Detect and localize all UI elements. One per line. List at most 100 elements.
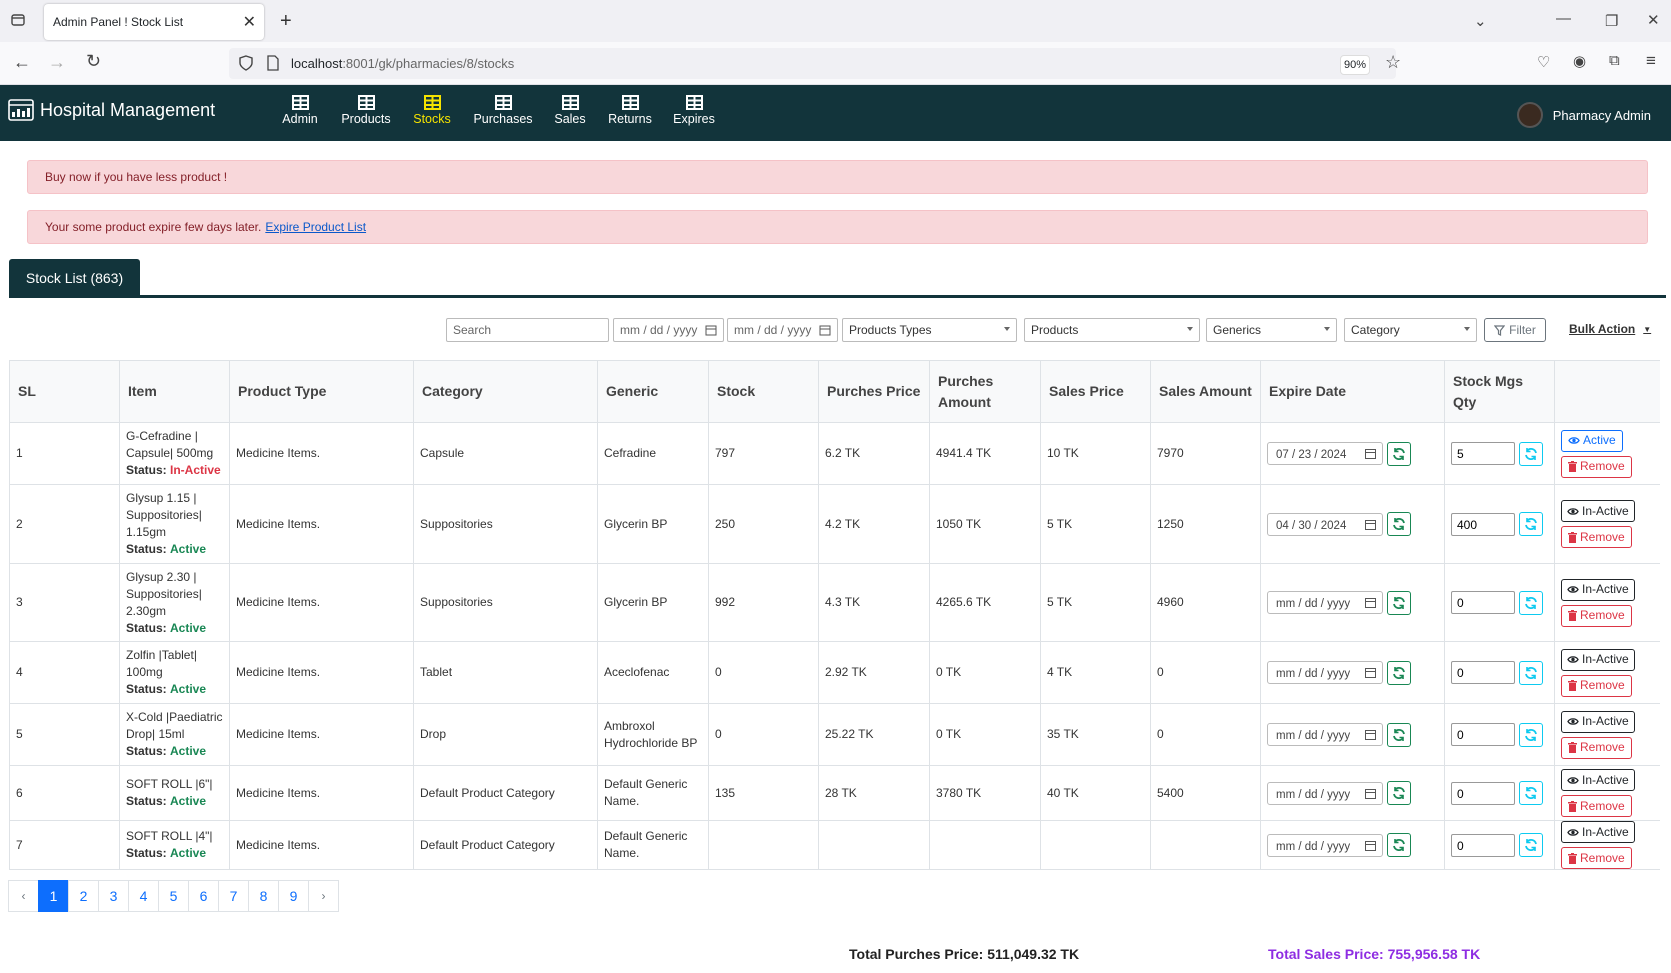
page-1-button[interactable]: 1 xyxy=(38,880,69,912)
expire-date-input[interactable]: mm / dd / yyyy xyxy=(1267,661,1383,684)
back-icon[interactable]: ← xyxy=(13,52,31,72)
close-window-icon[interactable]: ✕ xyxy=(1647,12,1660,29)
nav-item-admin[interactable]: Admin xyxy=(270,95,330,126)
search-input[interactable]: Search xyxy=(446,318,609,342)
nav-item-stocks[interactable]: Stocks xyxy=(402,95,462,126)
products-select[interactable]: Products xyxy=(1024,318,1200,342)
stock-qty-input[interactable]: 0 xyxy=(1451,661,1515,684)
update-expire-button[interactable] xyxy=(1387,590,1411,615)
minimize-icon[interactable]: — xyxy=(1556,10,1571,27)
nav-item-products[interactable]: Products xyxy=(336,95,396,126)
update-qty-button[interactable] xyxy=(1519,833,1543,857)
update-expire-button[interactable] xyxy=(1387,722,1411,747)
remove-button[interactable]: Remove xyxy=(1561,526,1632,548)
status-toggle-button[interactable]: In-Active xyxy=(1561,648,1635,671)
remove-button[interactable]: Remove xyxy=(1561,604,1632,627)
nav-item-purchases[interactable]: Purchases xyxy=(473,95,533,126)
tab-overflow-icon[interactable]: ⌄ xyxy=(1474,13,1487,30)
stock-qty-input[interactable]: 400 xyxy=(1451,512,1515,536)
nav-item-returns[interactable]: Returns xyxy=(600,95,660,126)
tab-list-icon[interactable] xyxy=(10,12,26,28)
expire-date-input[interactable]: mm / dd / yyyy xyxy=(1267,591,1383,614)
restore-icon[interactable]: ❐ xyxy=(1605,13,1619,30)
expire-date-input[interactable]: 07 / 23 / 2024 xyxy=(1267,442,1383,465)
remove-button[interactable]: Remove xyxy=(1561,847,1632,869)
update-qty-button[interactable] xyxy=(1519,781,1543,805)
calendar-icon[interactable] xyxy=(819,324,831,336)
nav-item-sales[interactable]: Sales xyxy=(540,95,600,126)
expire-date-input[interactable]: mm / dd / yyyy xyxy=(1267,723,1383,746)
bookmark-star-icon[interactable]: ☆ xyxy=(1385,52,1402,72)
expire-date-input[interactable]: 04 / 30 / 2024 xyxy=(1267,512,1383,536)
update-expire-button[interactable] xyxy=(1387,660,1411,685)
status-toggle-button[interactable]: In-Active xyxy=(1561,500,1635,522)
status-toggle-button[interactable]: In-Active xyxy=(1561,769,1635,791)
update-qty-button[interactable] xyxy=(1519,512,1543,536)
stock-qty-input[interactable]: 0 xyxy=(1451,723,1515,746)
remove-button[interactable]: Remove xyxy=(1561,455,1632,478)
extensions-icon[interactable]: ⧉ xyxy=(1609,52,1620,69)
update-expire-button[interactable] xyxy=(1387,441,1411,466)
update-qty-button[interactable] xyxy=(1519,722,1543,747)
page-7-button[interactable]: 7 xyxy=(218,880,249,912)
stock-list-tab[interactable]: Stock List (863) xyxy=(9,259,140,297)
stock-qty-input[interactable]: 0 xyxy=(1451,781,1515,805)
update-qty-button[interactable] xyxy=(1519,660,1543,685)
page-8-button[interactable]: 8 xyxy=(248,880,279,912)
status-toggle-button[interactable]: In-Active xyxy=(1561,710,1635,733)
calendar-icon[interactable] xyxy=(1365,597,1376,608)
close-tab-icon[interactable]: ✕ xyxy=(242,14,256,31)
remove-button[interactable]: Remove xyxy=(1561,674,1632,697)
status-toggle-button[interactable]: In-Active xyxy=(1561,821,1635,843)
date-to-input[interactable]: mm / dd / yyyy xyxy=(727,318,838,342)
page-2-button[interactable]: 2 xyxy=(68,880,99,912)
calendar-icon[interactable] xyxy=(1365,840,1376,851)
zoom-level[interactable]: 90% xyxy=(1340,55,1370,75)
update-expire-button[interactable] xyxy=(1387,833,1411,857)
stock-qty-input[interactable]: 0 xyxy=(1451,833,1515,857)
url-bar[interactable]: localhost:8001/gk/pharmacies/8/stocks xyxy=(229,48,1396,79)
stock-qty-input[interactable]: 0 xyxy=(1451,591,1515,614)
new-tab-icon[interactable]: + xyxy=(280,10,292,32)
calendar-icon[interactable] xyxy=(1365,729,1376,740)
expire-product-list-link[interactable]: Expire Product List xyxy=(265,220,367,234)
update-expire-button[interactable] xyxy=(1387,781,1411,805)
user-menu[interactable]: Pharmacy Admin xyxy=(1516,102,1651,128)
update-qty-button[interactable] xyxy=(1519,590,1543,615)
account-icon[interactable]: ◉ xyxy=(1573,53,1587,70)
remove-button[interactable]: Remove xyxy=(1561,795,1632,817)
generics-select[interactable]: Generics xyxy=(1206,318,1337,342)
reload-icon[interactable]: ↻ xyxy=(86,51,102,71)
pocket-icon[interactable]: ♡ xyxy=(1537,54,1551,71)
calendar-icon[interactable] xyxy=(1365,448,1376,459)
category-select[interactable]: Category xyxy=(1344,318,1477,342)
next-page-button[interactable]: › xyxy=(308,880,339,912)
page-6-button[interactable]: 6 xyxy=(188,880,219,912)
calendar-icon[interactable] xyxy=(1365,519,1376,530)
stock-table-container[interactable]: SL Item Product Type Category Generic Stock Pu… xyxy=(9,360,1660,870)
remove-button[interactable]: Remove xyxy=(1561,736,1632,759)
menu-icon[interactable]: ≡ xyxy=(1646,51,1656,70)
calendar-icon[interactable] xyxy=(705,324,717,336)
update-expire-button[interactable] xyxy=(1387,512,1411,536)
expire-date-input[interactable]: mm / dd / yyyy xyxy=(1267,833,1383,857)
forward-icon[interactable]: → xyxy=(48,52,66,72)
browser-tab[interactable]: Admin Panel ! Stock List ✕ xyxy=(44,4,264,40)
page-5-button[interactable]: 5 xyxy=(158,880,189,912)
update-qty-button[interactable] xyxy=(1519,441,1543,466)
calendar-icon[interactable] xyxy=(1365,667,1376,678)
filter-button[interactable]: Filter xyxy=(1484,318,1546,342)
status-toggle-button[interactable]: Active xyxy=(1561,429,1623,452)
date-from-input[interactable]: mm / dd / yyyy xyxy=(613,318,724,342)
page-9-button[interactable]: 9 xyxy=(278,880,309,912)
status-toggle-button[interactable]: In-Active xyxy=(1561,578,1635,601)
calendar-icon[interactable] xyxy=(1365,788,1376,799)
bulk-action-dropdown[interactable]: Bulk Action ▼ xyxy=(1569,322,1651,336)
page-4-button[interactable]: 4 xyxy=(128,880,159,912)
nav-item-expires[interactable]: Expires xyxy=(664,95,724,126)
prev-page-button[interactable]: ‹ xyxy=(8,880,39,912)
stock-qty-input[interactable]: 5 xyxy=(1451,442,1515,465)
brand[interactable]: Hospital Management xyxy=(8,99,215,121)
expire-date-input[interactable]: mm / dd / yyyy xyxy=(1267,781,1383,805)
product-types-select[interactable]: Products Types xyxy=(842,318,1017,342)
